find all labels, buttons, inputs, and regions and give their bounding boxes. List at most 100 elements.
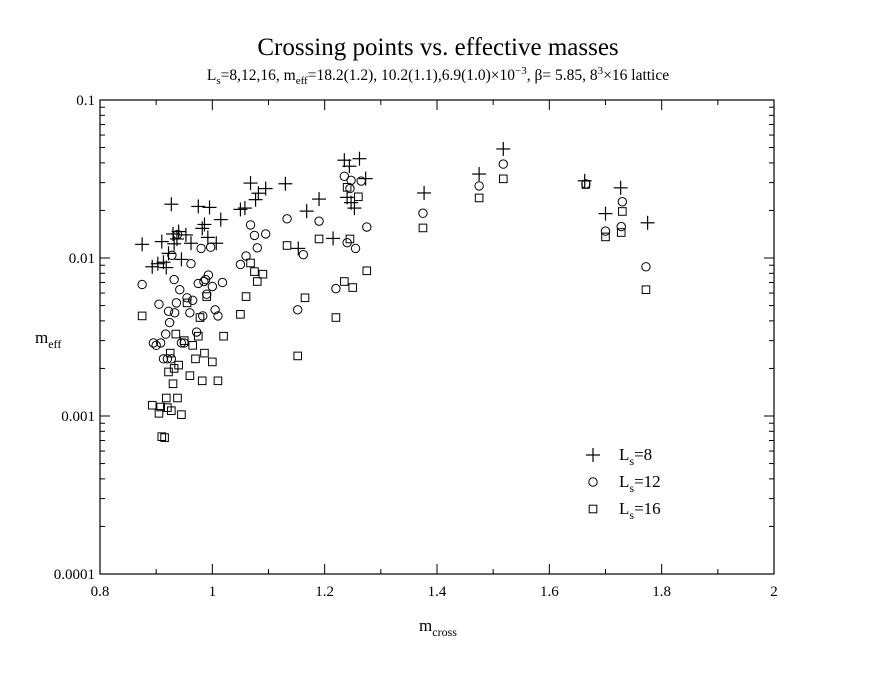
data-point-square xyxy=(156,402,165,412)
data-point-plus xyxy=(150,256,165,271)
data-point-circle xyxy=(155,338,166,348)
data-point-circle xyxy=(158,354,169,364)
subtitle-sub-1: s xyxy=(216,75,220,87)
data-point-plus xyxy=(613,180,628,195)
x-tick-label: 1.2 xyxy=(315,584,334,600)
legend-marker-plus xyxy=(586,448,600,462)
data-point-circle xyxy=(298,249,309,260)
legend-markers xyxy=(586,448,600,514)
data-point-circle xyxy=(176,338,187,348)
data-point-plus xyxy=(352,151,367,166)
series-circle xyxy=(137,159,651,364)
data-point-plus xyxy=(183,236,198,251)
data-point-circle xyxy=(474,181,484,191)
data-point-circle xyxy=(198,311,208,321)
data-point-circle xyxy=(169,274,179,285)
data-point-circle xyxy=(182,293,192,303)
data-point-square xyxy=(342,183,352,192)
data-point-plus xyxy=(174,252,189,267)
data-point-square xyxy=(197,376,207,386)
chart-subtitle: Ls=8,12,16, meff=18.2(1.2), 10.2(1.1),6.… xyxy=(207,65,669,87)
x-tick-label: 1.4 xyxy=(428,584,447,600)
data-point-circle xyxy=(362,222,372,232)
data-point-plus xyxy=(340,190,355,205)
data-point-square xyxy=(202,292,212,301)
data-point-square xyxy=(345,234,355,244)
data-point-circle xyxy=(282,214,292,224)
data-point-square xyxy=(236,310,245,319)
data-point-square xyxy=(241,292,251,301)
data-point-circle xyxy=(339,171,350,181)
legend-label-ls16: Ls=16 xyxy=(619,499,661,522)
subtitle-sup-4: 3 xyxy=(598,65,604,77)
data-point-square xyxy=(177,410,186,419)
data-point-circle xyxy=(171,298,182,308)
data-point-square xyxy=(188,341,197,350)
legend-marker-circle xyxy=(588,477,598,487)
data-point-square xyxy=(137,311,147,321)
x-axis-label-main: m xyxy=(419,616,432,635)
data-point-square xyxy=(348,283,358,292)
data-point-circle xyxy=(164,317,175,328)
data-point-plus xyxy=(299,204,314,219)
data-point-circle xyxy=(207,281,218,292)
legend-ls16-sub: s xyxy=(629,508,634,522)
data-point-circle xyxy=(293,305,303,315)
data-point-circle xyxy=(202,289,212,299)
data-point-plus xyxy=(496,141,511,156)
legend-ls12-sub: s xyxy=(629,481,634,495)
data-point-circle xyxy=(175,285,185,295)
data-point-plus xyxy=(164,197,179,212)
data-point-plus xyxy=(248,192,263,207)
data-point-square xyxy=(601,232,610,242)
data-point-square xyxy=(252,277,262,286)
data-point-circle xyxy=(167,250,177,261)
data-point-circle xyxy=(217,277,228,288)
axis-ticks xyxy=(99,99,775,575)
data-point-circle xyxy=(193,278,203,289)
data-point-plus xyxy=(326,231,341,246)
subtitle-sub-2: eff xyxy=(296,75,308,87)
y-axis-label-sub: eff xyxy=(48,337,61,351)
data-point-circle xyxy=(600,226,611,236)
x-tick-label: 2 xyxy=(770,584,778,600)
data-point-plus xyxy=(202,200,217,215)
data-point-square xyxy=(331,313,341,322)
data-point-circle xyxy=(170,308,180,318)
legend-label-ls8: Ls=8 xyxy=(619,445,652,468)
data-point-square xyxy=(418,223,428,233)
data-point-circle xyxy=(616,221,626,232)
data-point-square xyxy=(219,331,228,341)
data-point-plus xyxy=(135,237,150,252)
data-point-square xyxy=(179,336,189,345)
data-point-square xyxy=(616,228,626,237)
data-point-circle xyxy=(185,308,195,318)
data-point-circle xyxy=(498,159,508,169)
x-tick-label: 1.6 xyxy=(540,584,559,600)
legend-ls12-rest: =12 xyxy=(634,472,661,491)
x-tick-label: 1.8 xyxy=(652,584,671,600)
legend-ls12-main: L xyxy=(619,472,629,491)
data-point-plus xyxy=(598,206,613,221)
data-point-plus xyxy=(213,212,228,227)
data-point-square xyxy=(618,207,627,216)
data-point-plus xyxy=(312,192,327,207)
data-point-circle xyxy=(249,230,260,241)
x-axis-label: mcross xyxy=(419,616,457,639)
data-point-circle xyxy=(200,274,211,285)
data-point-circle xyxy=(205,242,216,252)
data-point-circle xyxy=(210,305,220,315)
data-point-plus xyxy=(258,181,273,196)
data-point-square xyxy=(147,400,157,410)
data-point-plus xyxy=(358,171,373,186)
data-point-square xyxy=(282,241,292,250)
data-point-circle xyxy=(641,262,651,272)
data-point-plus xyxy=(237,201,252,216)
data-point-plus xyxy=(191,199,206,214)
plot-frame xyxy=(99,99,775,575)
series-plus xyxy=(135,141,655,275)
data-point-square xyxy=(474,193,484,203)
data-point-square xyxy=(293,351,303,361)
data-point-circle xyxy=(252,243,262,253)
